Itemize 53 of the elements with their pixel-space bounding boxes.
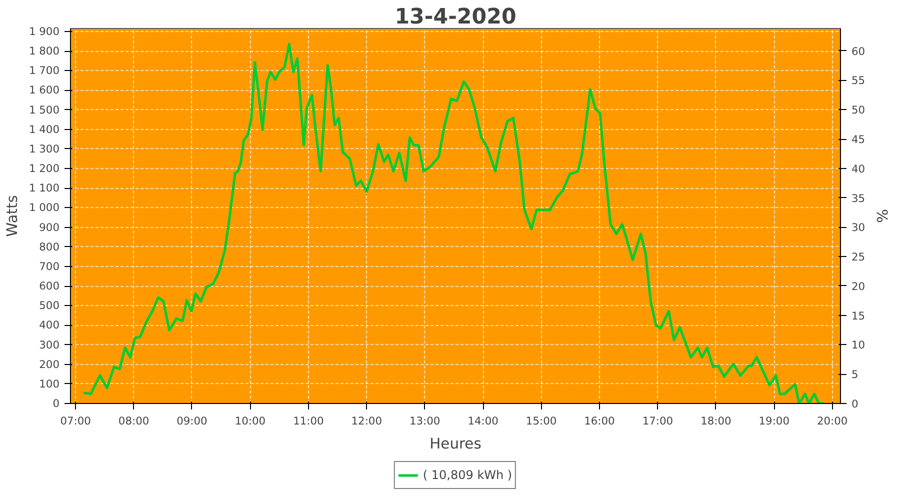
y-tick-label: 800 <box>39 240 60 254</box>
y-tick-label: 1 500 <box>28 103 60 116</box>
y2-tick-label: 35 <box>852 192 866 205</box>
chart-title: 13-4-2020 <box>394 4 516 30</box>
y-tick-label: 300 <box>39 338 60 352</box>
x-tick-label: 09:00 <box>176 414 208 428</box>
x-tick-label: 19:00 <box>758 414 790 428</box>
y-tick-label: 900 <box>39 220 60 234</box>
y-tick-label: 100 <box>39 377 60 390</box>
y-tick-label: 1 200 <box>28 162 60 176</box>
y-axis-title: Watts <box>4 195 21 237</box>
x-tick-label: 12:00 <box>351 414 382 428</box>
legend-label: ( 10,809 kWh ) <box>422 468 512 482</box>
y2-tick-label: 40 <box>852 162 866 176</box>
x-axis-title: Heures <box>430 436 482 452</box>
x-tick-label: 14:00 <box>468 414 499 428</box>
x-tick-label: 17:00 <box>642 414 674 428</box>
x-tick-label: 10:00 <box>234 414 266 428</box>
x-tick-label: 11:00 <box>293 414 324 428</box>
x-tick-label: 13:00 <box>409 414 440 428</box>
y-tick-label: 0 <box>52 397 60 410</box>
y-tick-label: 200 <box>39 358 60 371</box>
y-tick-label: 600 <box>39 280 60 293</box>
y2-tick-label: 5 <box>852 368 858 382</box>
y-tick-label: 1 900 <box>28 24 60 38</box>
y2-tick-label: 0 <box>852 398 858 410</box>
y2-tick-label: 60 <box>852 44 866 58</box>
y2-tick-label: 15 <box>852 309 866 322</box>
x-tick-label: 18:00 <box>700 414 732 428</box>
y-tick-label: 400 <box>39 318 60 332</box>
y2-tick-label: 10 <box>852 338 866 352</box>
y2-tick-label: 30 <box>852 221 866 234</box>
y-tick-label: 1 600 <box>28 84 60 97</box>
y2-tick-label: 50 <box>852 104 866 117</box>
y2-tick-label: 20 <box>852 280 866 293</box>
y-tick-label: 1 000 <box>28 201 60 214</box>
y2-tick-label: 55 <box>852 74 866 88</box>
x-tick-label: 16:00 <box>584 414 616 428</box>
line-series <box>82 42 826 404</box>
y-tick-label: 500 <box>39 299 60 312</box>
y-tick-label: 1 700 <box>28 64 60 78</box>
y2-tick-label: 45 <box>852 133 866 146</box>
x-tick-label: 08:00 <box>118 414 150 428</box>
y-tick-label: 1 400 <box>28 122 60 136</box>
y-tick-label: 1 800 <box>28 44 60 58</box>
x-tick-label: 07:00 <box>60 414 92 428</box>
y-tick-label: 700 <box>39 260 60 273</box>
x-tick-label: 20:00 <box>816 414 848 428</box>
y-tick-label: 1 100 <box>28 182 60 195</box>
y-tick-label: 1 300 <box>28 142 60 156</box>
y2-axis-title: % <box>873 209 890 224</box>
x-tick-label: 15:00 <box>526 414 557 428</box>
y2-tick-label: 25 <box>852 250 866 264</box>
